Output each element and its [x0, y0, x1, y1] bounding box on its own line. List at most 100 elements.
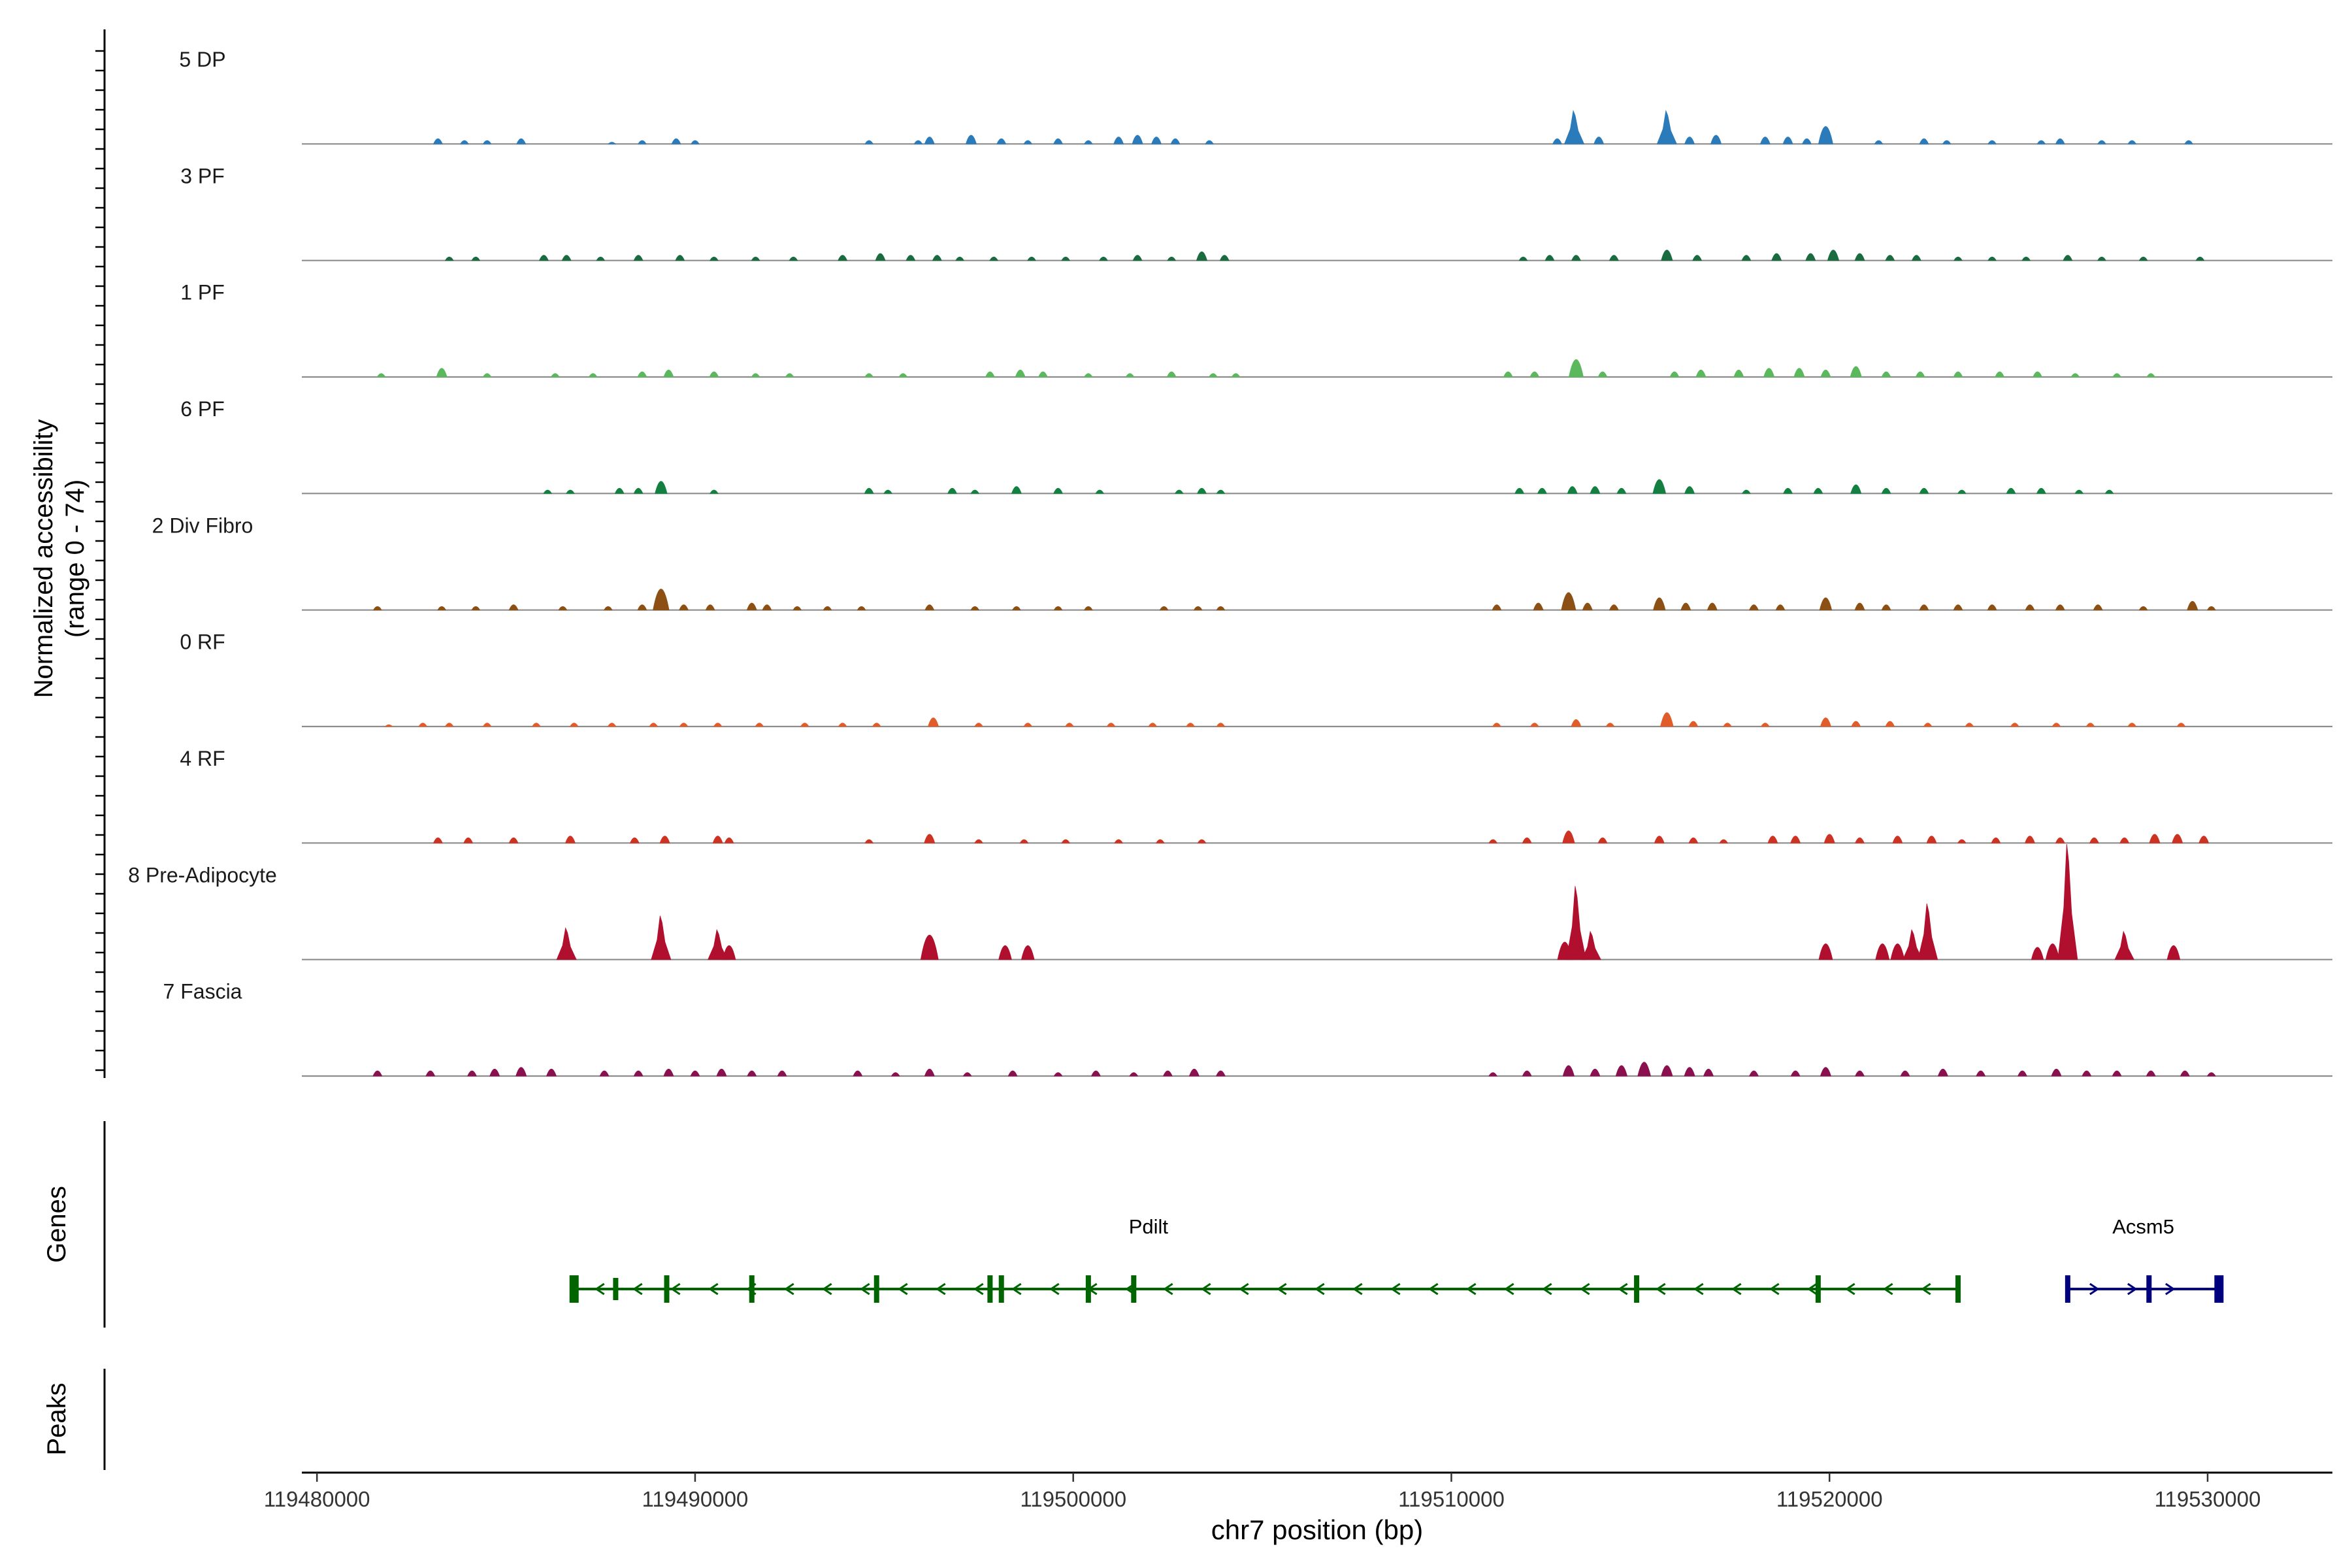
coverage-peak [1742, 489, 1751, 494]
coverage-peak [463, 837, 474, 843]
coverage-peak [1590, 486, 1601, 494]
coverage-peak [1652, 479, 1667, 494]
coverage-peak [864, 839, 874, 843]
coverage-peak [2051, 723, 2061, 727]
coverage-peak [1923, 723, 1933, 727]
coverage-peak [1095, 489, 1105, 494]
coverage-peak [603, 606, 613, 611]
gene-pdilt: Pdilt [569, 1215, 1961, 1303]
coverage-peak [596, 256, 606, 261]
coverage-peak [637, 140, 647, 144]
coverage-peak [1919, 138, 1929, 144]
strand-arrow [1352, 1282, 1363, 1296]
exon [749, 1275, 755, 1303]
coverage-peak [890, 1072, 900, 1077]
strand-arrow [1428, 1282, 1439, 1296]
coverage-peak [2036, 487, 2046, 494]
track-label: 2 Div Fibro [152, 514, 253, 537]
strand-arrow [1390, 1282, 1401, 1296]
coverage-peak [1805, 253, 1816, 261]
coverage-peak [659, 836, 670, 843]
exon [569, 1275, 579, 1303]
coverage-peak [2025, 604, 2035, 611]
coverage-peak [1965, 723, 1974, 727]
coverage-peak [418, 723, 428, 727]
track-4-rf: 4 RF [180, 747, 2332, 844]
coverage-peak [838, 723, 847, 727]
strand-arrow [1618, 1282, 1628, 1296]
coverage-peak [1851, 721, 1861, 727]
coverage-peak [1053, 606, 1063, 611]
coverage-peak [1571, 255, 1581, 261]
coverage-peak [1522, 1070, 1532, 1077]
coverage-peak [1216, 1070, 1226, 1077]
coverage-peak [1166, 371, 1177, 378]
coverage-peak [1733, 369, 1744, 378]
coverage-peak [1767, 836, 1778, 843]
coverage-peak [1053, 138, 1063, 144]
coverage-peak [913, 140, 923, 144]
strand-arrow [2127, 1282, 2138, 1296]
track-label: 1 PF [180, 281, 225, 304]
coverage-peak [655, 481, 668, 494]
track-6-pf: 6 PF [180, 397, 2332, 495]
coverage-peak [1106, 723, 1116, 727]
x-tick-label: 119520000 [1776, 1487, 1883, 1511]
coverage-peak [1855, 837, 1865, 843]
coverage-peak [2055, 604, 2065, 611]
track-1-pf: 1 PF [180, 281, 2332, 378]
coverage-peak [1919, 487, 1929, 494]
coverage-peak [1216, 606, 1226, 611]
track-label: 4 RF [180, 747, 225, 770]
coverage-peak [1537, 487, 1547, 494]
strand-arrow [784, 1282, 794, 1296]
coverage-peak [508, 837, 519, 843]
x-tick-label: 119480000 [264, 1487, 370, 1511]
coverage-peak [1216, 723, 1226, 727]
strand-arrow [936, 1282, 946, 1296]
coverage-peak [1011, 486, 1022, 494]
coverage-peak [1582, 602, 1593, 611]
coverage-peak [531, 723, 541, 727]
coverage-peak [1749, 1070, 1759, 1077]
coverage-peak [2089, 837, 2099, 843]
coverage-peak [932, 255, 942, 261]
coverage-peak [1563, 109, 1585, 144]
coverage-peak [1565, 886, 1586, 960]
track-label: 3 PF [180, 164, 225, 188]
coverage-peak [2085, 723, 2095, 727]
coverage-peak [2138, 256, 2148, 261]
strand-arrow [898, 1282, 908, 1296]
coverage-peak [1719, 839, 1729, 843]
coverage-peak [1654, 836, 1665, 843]
coverage-peak [2010, 723, 2019, 727]
coverage-peak [1823, 834, 1835, 843]
coverage-peak [1522, 837, 1532, 843]
coverage-peak [1061, 839, 1071, 843]
coverage-peak [722, 945, 736, 960]
coverage-peak [1544, 255, 1555, 261]
coverage-peak [1196, 251, 1208, 261]
strand-arrow [632, 1282, 643, 1296]
coverage-peak [1911, 255, 1921, 261]
coverage-peak [1562, 830, 1575, 843]
strand-arrow [1239, 1282, 1249, 1296]
coverage-peak [1132, 135, 1143, 144]
coverage-peak [1995, 371, 2005, 378]
coverage-peak [1703, 1068, 1714, 1077]
exon [2146, 1275, 2152, 1303]
coverage-peak [1605, 723, 1615, 727]
coverage-peak [1492, 723, 1501, 727]
coverage-peak [1061, 256, 1071, 261]
coverage-peak [2006, 487, 2016, 494]
coverage-peak [1890, 943, 1905, 960]
coverage-peak [1782, 137, 1793, 144]
coverage-peak [970, 489, 980, 494]
strand-arrow [1163, 1282, 1173, 1296]
coverage-peak [989, 256, 999, 261]
strand-arrow [2089, 1282, 2100, 1296]
strand-arrow [1921, 1282, 1931, 1296]
coverage-peak [2112, 373, 2121, 378]
coverage-peak [755, 723, 764, 727]
x-axis-title: chr7 position (bp) [1211, 1514, 1424, 1545]
